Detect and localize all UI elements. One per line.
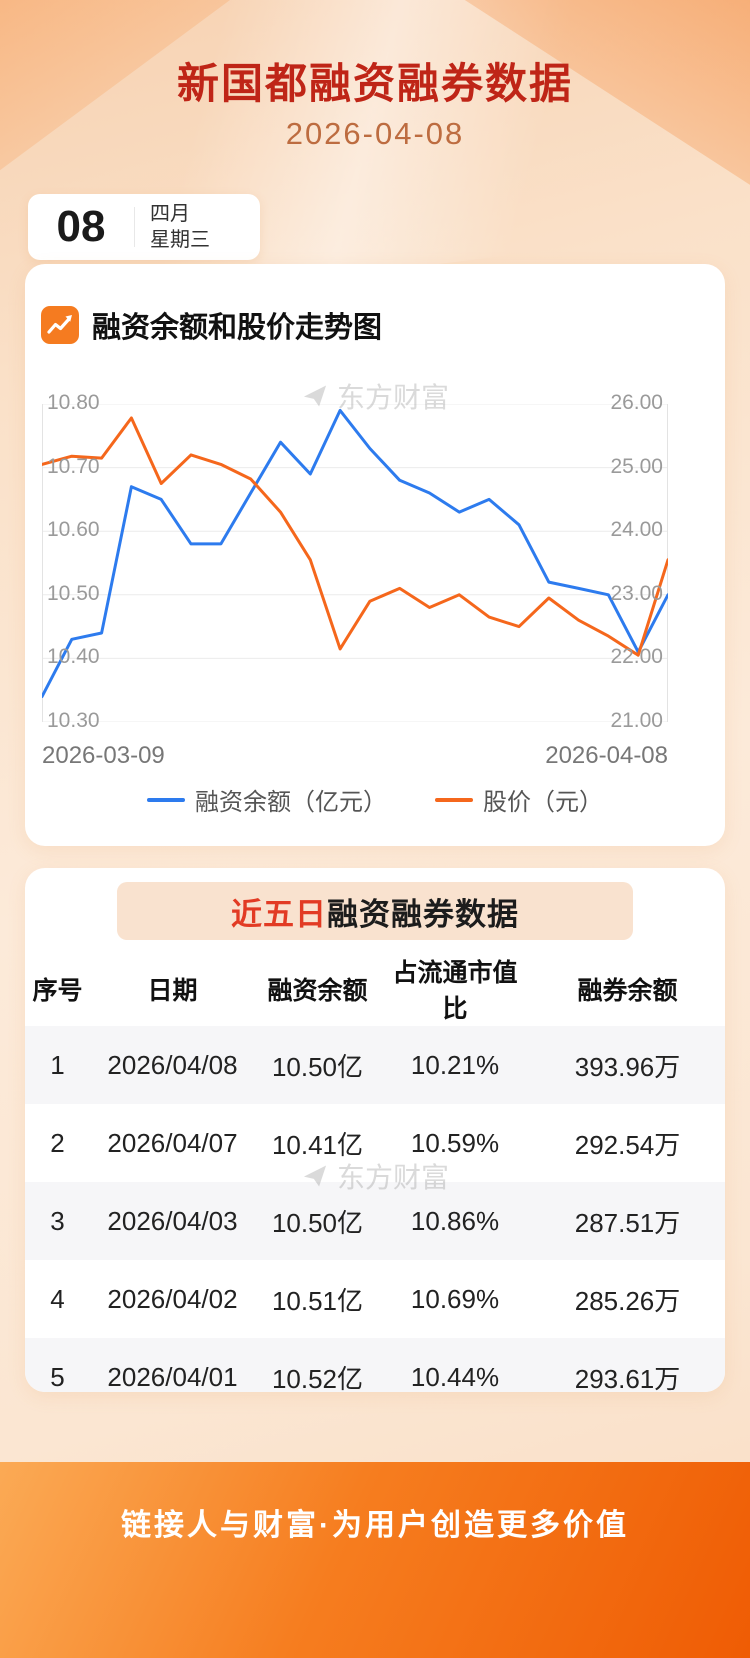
table-cell: 10.52亿	[271, 1363, 364, 1393]
line-chart-icon	[41, 306, 79, 344]
table-column-header: 占流通市值比	[392, 959, 518, 1023]
margin-data-table: 序号 日期 融资余额 占流通市值比 融券余额 1 2026/04/08 10.50亿 10.2…	[25, 952, 725, 1392]
table-cell: 10.59%	[410, 1127, 500, 1158]
table-cell: 4	[50, 1283, 65, 1314]
table-column-header: 融资余额	[267, 977, 368, 1005]
page-title: 新国都融资融券数据	[176, 60, 573, 107]
legend-item-margin-balance: 融资余额（亿元）	[147, 782, 387, 817]
left-axis-tick: 10.30	[47, 709, 100, 732]
chart-section-title: 融资余额和股价走势图	[92, 312, 383, 344]
right-axis-tick: 23.00	[610, 581, 663, 605]
table-cell: 10.50亿	[271, 1051, 364, 1082]
table-cell: 10.86%	[410, 1205, 500, 1236]
table-row: 4 2026/04/02 10.51亿 10.69% 285.26万	[25, 1260, 725, 1338]
trend-chart: 10.80 10.70 10.60 10.50 10.40 10.30 26.00 25.0…	[42, 391, 668, 732]
table-row: 5 2026/04/01 10.52亿 10.44% 293.61万	[25, 1338, 725, 1392]
table-cell: 5	[50, 1361, 65, 1392]
table-title: 近五日 融资融券数据	[117, 882, 633, 940]
table-row: 3 2026/04/03 10.50亿 10.86% 287.51万	[25, 1182, 725, 1260]
table-cell: 10.69%	[410, 1283, 500, 1314]
left-axis-tick: 10.80	[47, 391, 100, 414]
table-cell: 3	[50, 1205, 65, 1236]
footer-banner: 链接人与财富·为用户创造更多价值	[0, 1462, 750, 1658]
table-cell: 2026/04/02	[107, 1283, 238, 1314]
left-axis-tick: 10.40	[47, 645, 100, 669]
table-cell: 10.50亿	[271, 1207, 364, 1238]
legend-item-stock-price: 股价（元）	[435, 782, 603, 817]
table-cell: 10.44%	[410, 1361, 500, 1392]
table-cell: 10.51亿	[271, 1285, 364, 1316]
table-row: 1 2026/04/08 10.50亿 10.21% 393.96万	[25, 1026, 725, 1104]
right-axis-tick: 26.00	[610, 391, 663, 414]
legend-swatch-orange	[435, 797, 473, 802]
table-cell: 2026/04/01	[107, 1361, 238, 1392]
table-cell: 1	[50, 1049, 65, 1080]
table-cell: 2026/04/07	[107, 1127, 238, 1158]
chart-legend: 融资余额（亿元） 股价（元）	[25, 782, 725, 817]
badge-month-weekday: 四月 星期三	[135, 201, 210, 253]
table-cell: 287.51万	[574, 1207, 681, 1238]
date-badge: 08 四月 星期三	[28, 194, 260, 260]
legend-label-margin-balance: 融资余额（亿元）	[195, 789, 387, 816]
chart-card: 融资余额和股价走势图 东方财富 10.80 10.70 10.60 10.50 10.4…	[25, 264, 725, 846]
right-axis-tick: 21.00	[610, 709, 663, 732]
table-title-rest: 融资融券数据	[327, 896, 519, 932]
legend-swatch-blue	[147, 797, 185, 802]
trend-chart-svg	[42, 404, 668, 722]
right-axis-tick: 24.00	[610, 518, 663, 542]
right-axis-tick: 22.00	[610, 645, 663, 669]
chart-section-header: 融资余额和股价走势图	[41, 304, 382, 346]
legend-label-stock-price: 股价（元）	[483, 789, 603, 816]
table-title-highlight: 近五日	[231, 896, 327, 932]
table-cell: 293.61万	[574, 1363, 681, 1393]
left-axis-tick: 10.70	[47, 454, 100, 478]
badge-weekday: 星期三	[150, 229, 210, 251]
table-row: 2 2026/04/07 10.41亿 10.59% 292.54万	[25, 1104, 725, 1182]
table-cell: 292.54万	[574, 1129, 681, 1160]
table-column-header: 序号	[32, 977, 83, 1005]
badge-day: 08	[56, 202, 106, 251]
table-body: 1 2026/04/08 10.50亿 10.21% 393.96万 2 2026/04/0…	[25, 1026, 725, 1392]
footer-slogan: 链接人与财富·为用户创造更多价值	[121, 1509, 629, 1542]
x-axis-start-label: 2026-03-09	[42, 742, 165, 769]
table-cell: 2	[50, 1127, 65, 1158]
badge-divider	[134, 207, 135, 247]
left-axis-tick: 10.50	[47, 581, 100, 605]
table-cell: 10.41亿	[271, 1129, 364, 1160]
table-cell: 285.26万	[574, 1285, 681, 1316]
right-axis-tick: 25.00	[610, 454, 663, 478]
table-cell: 10.21%	[410, 1049, 500, 1080]
table-column-header: 融券余额	[577, 977, 678, 1005]
left-axis-tick: 10.60	[47, 518, 100, 542]
table-header-row: 序号 日期 融资余额 占流通市值比 融券余额	[25, 952, 725, 1026]
page-date: 2026-04-08	[285, 116, 465, 151]
table-cell: 2026/04/08	[107, 1049, 238, 1080]
table-card: 近五日 融资融券数据 序号 日期 融资余额 占流通市值比 融券余额 1 2026/04/08…	[25, 868, 725, 1392]
x-axis-end-label: 2026-04-08	[545, 742, 668, 769]
badge-month: 四月	[150, 203, 190, 225]
table-column-header: 日期	[147, 977, 198, 1005]
table-cell: 2026/04/03	[107, 1205, 238, 1236]
table-cell: 393.96万	[574, 1051, 681, 1082]
